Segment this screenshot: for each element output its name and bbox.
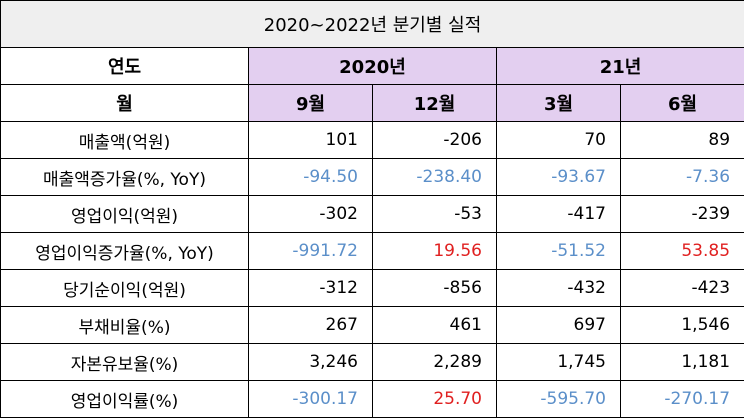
value-cell: 461 [373, 307, 497, 344]
row-label: 영업이익률(%) [1, 381, 249, 418]
table-row: 영업이익(억원)-302-53-417-239 [1, 196, 744, 233]
year-21-header: 21년 [497, 48, 744, 85]
month-header-row: 월 9월 12월 3월 6월 [1, 85, 744, 122]
value-cell: 3,246 [249, 344, 373, 381]
value-cell: 89 [621, 122, 744, 159]
month-header: 6월 [621, 85, 744, 122]
row-label: 영업이익(억원) [1, 196, 249, 233]
row-label: 당기순이익(억원) [1, 270, 249, 307]
row-label: 영업이익증가율(%, YoY) [1, 233, 249, 270]
value-cell: -302 [249, 196, 373, 233]
month-header: 3월 [497, 85, 621, 122]
table-row: 당기순이익(억원)-312-856-432-423 [1, 270, 744, 307]
value-cell: 1,745 [497, 344, 621, 381]
value-cell: -239 [621, 196, 744, 233]
table-title: 2020~2022년 분기별 실적 [1, 1, 744, 48]
month-label: 월 [1, 85, 249, 122]
value-cell: -93.67 [497, 159, 621, 196]
value-cell: 19.56 [373, 233, 497, 270]
value-cell: -238.40 [373, 159, 497, 196]
value-cell: -53 [373, 196, 497, 233]
value-cell: -270.17 [621, 381, 744, 418]
value-cell: 267 [249, 307, 373, 344]
value-cell: -206 [373, 122, 497, 159]
value-cell: -51.52 [497, 233, 621, 270]
value-cell: 101 [249, 122, 373, 159]
value-cell: -7.36 [621, 159, 744, 196]
year-2020-header: 2020년 [249, 48, 497, 85]
value-cell: 697 [497, 307, 621, 344]
value-cell: 2,289 [373, 344, 497, 381]
year-label: 연도 [1, 48, 249, 85]
table-row: 매출액증가율(%, YoY)-94.50-238.40-93.67-7.36 [1, 159, 744, 196]
value-cell: -312 [249, 270, 373, 307]
value-cell: -417 [497, 196, 621, 233]
row-label: 매출액증가율(%, YoY) [1, 159, 249, 196]
row-label: 매출액(억원) [1, 122, 249, 159]
value-cell: -991.72 [249, 233, 373, 270]
row-label: 부채비율(%) [1, 307, 249, 344]
value-cell: -856 [373, 270, 497, 307]
value-cell: -595.70 [497, 381, 621, 418]
title-row: 2020~2022년 분기별 실적 [1, 1, 744, 48]
value-cell: 53.85 [621, 233, 744, 270]
row-label: 자본유보율(%) [1, 344, 249, 381]
value-cell: -94.50 [249, 159, 373, 196]
month-header: 9월 [249, 85, 373, 122]
month-header: 12월 [373, 85, 497, 122]
value-cell: 1,181 [621, 344, 744, 381]
value-cell: 25.70 [373, 381, 497, 418]
value-cell: 1,546 [621, 307, 744, 344]
value-cell: -432 [497, 270, 621, 307]
value-cell: -423 [621, 270, 744, 307]
year-header-row: 연도 2020년 21년 [1, 48, 744, 85]
value-cell: 70 [497, 122, 621, 159]
value-cell: -300.17 [249, 381, 373, 418]
